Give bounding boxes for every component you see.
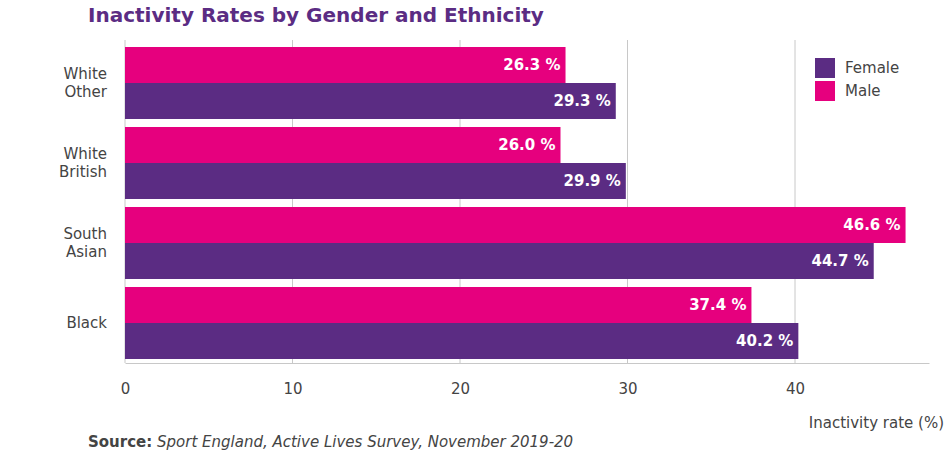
y-tick-label: Black (66, 314, 107, 332)
data-label: 44.7 % (811, 252, 868, 270)
x-tick: 10 (283, 363, 302, 398)
legend-item: Male (815, 81, 881, 101)
legend-label: Female (845, 59, 899, 77)
y-tick-label: SouthAsian (63, 225, 107, 261)
bars (125, 47, 906, 359)
data-labels: 29.3 % 29.9 % 44.7 % 40.2 % 26.3 % 26.0 % 46.6… (498, 56, 900, 350)
bar (125, 323, 798, 359)
legend: Female Male (815, 58, 899, 101)
x-tick-label: 30 (618, 380, 637, 398)
legend-label: Male (845, 82, 881, 100)
bar (125, 127, 561, 163)
source-part: Source: (88, 433, 152, 451)
x-tick-label: 20 (451, 380, 470, 398)
y-tick: SouthAsian (63, 225, 125, 261)
bar (125, 83, 616, 119)
title: Inactivity Rates by Gender and Ethnicity (88, 3, 544, 27)
x-axis-title: Inactivity rate (%) (809, 414, 944, 432)
bar (125, 287, 751, 323)
data-label: 29.3 % (554, 92, 611, 110)
y-tick-label: WhiteOther (63, 65, 107, 101)
grid (125, 40, 795, 363)
bar (125, 207, 906, 243)
x-axis-line (126, 363, 930, 364)
legend-swatch (815, 81, 835, 101)
legend-item: Female (815, 58, 899, 78)
x-tick-label: 0 (121, 380, 131, 398)
data-label: 46.6 % (843, 216, 900, 234)
x-tick: 0 (121, 363, 131, 398)
y-tick: WhiteBritish (59, 145, 125, 181)
x-tick-label: 40 (786, 380, 805, 398)
y-tick: WhiteOther (63, 65, 125, 101)
x-tick: 30 (618, 363, 637, 398)
y-tick: Black (66, 314, 125, 332)
source: Source: Sport England, Active Lives Surv… (88, 433, 573, 451)
x-tick-label: 10 (283, 380, 302, 398)
grid-line (795, 40, 796, 363)
legend-swatch (815, 58, 835, 78)
source-part: Sport England, Active Lives Survey, Nove… (152, 433, 573, 451)
x-tick: 40 (786, 363, 805, 398)
x-axis: 0 10 20 30 40 (121, 363, 930, 398)
data-label: 29.9 % (564, 172, 621, 190)
data-label: 40.2 % (736, 332, 793, 350)
y-tick-label: WhiteBritish (59, 145, 107, 181)
bar (125, 163, 626, 199)
data-label: 37.4 % (689, 296, 746, 314)
bar (125, 47, 566, 83)
y-axis: WhiteOther WhiteBritish SouthAsian Black (59, 65, 125, 332)
chart: 29.3 % 29.9 % 44.7 % 40.2 % 26.3 % 26.0 % 46.6… (0, 0, 952, 461)
bar (125, 243, 874, 279)
data-label: 26.3 % (503, 56, 560, 74)
data-label: 26.0 % (498, 136, 555, 154)
x-tick: 20 (451, 363, 470, 398)
